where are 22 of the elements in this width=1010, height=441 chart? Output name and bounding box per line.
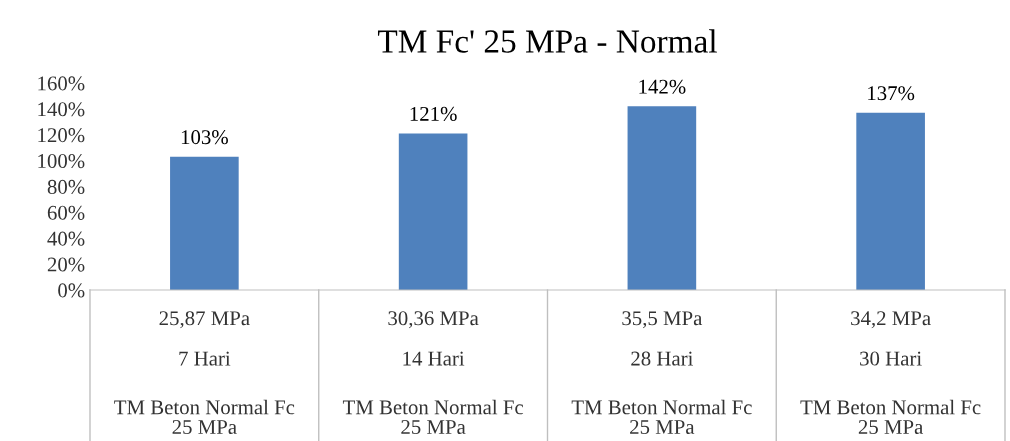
category-label: 25,87 MPa 7 Hari TM Beton Normal Fc 25 MPa xyxy=(114,311,295,434)
data-label: 142% xyxy=(639,79,686,94)
chart-title: TM Fc' 25 MPa - Normal xyxy=(377,29,717,53)
y-tick-label: 0% xyxy=(58,283,85,298)
data-label: 121% xyxy=(410,106,457,121)
category-label: 34,2 MPa 30 Hari TM Beton Normal Fc 25 MPa xyxy=(800,311,981,434)
bar xyxy=(627,106,697,290)
data-label: 103% xyxy=(181,130,228,145)
data-label: 137% xyxy=(868,86,915,101)
y-tick-label: 60% xyxy=(47,205,85,220)
y-tick-label: 40% xyxy=(47,231,85,246)
y-tick-label: 80% xyxy=(47,179,85,194)
y-tick-label: 160% xyxy=(38,76,85,91)
bar xyxy=(856,112,925,290)
category-label: 35,5 MPa 28 Hari TM Beton Normal Fc 25 MPa xyxy=(571,311,752,434)
y-tick-label: 100% xyxy=(38,154,85,169)
bar xyxy=(398,133,468,290)
bar xyxy=(170,156,239,290)
category-label: 30,36 MPa 14 Hari TM Beton Normal Fc 25 MPa xyxy=(342,311,524,434)
y-tick-label: 20% xyxy=(47,257,85,272)
y-tick-label: 120% xyxy=(38,128,85,143)
y-tick-label: 140% xyxy=(38,102,85,117)
